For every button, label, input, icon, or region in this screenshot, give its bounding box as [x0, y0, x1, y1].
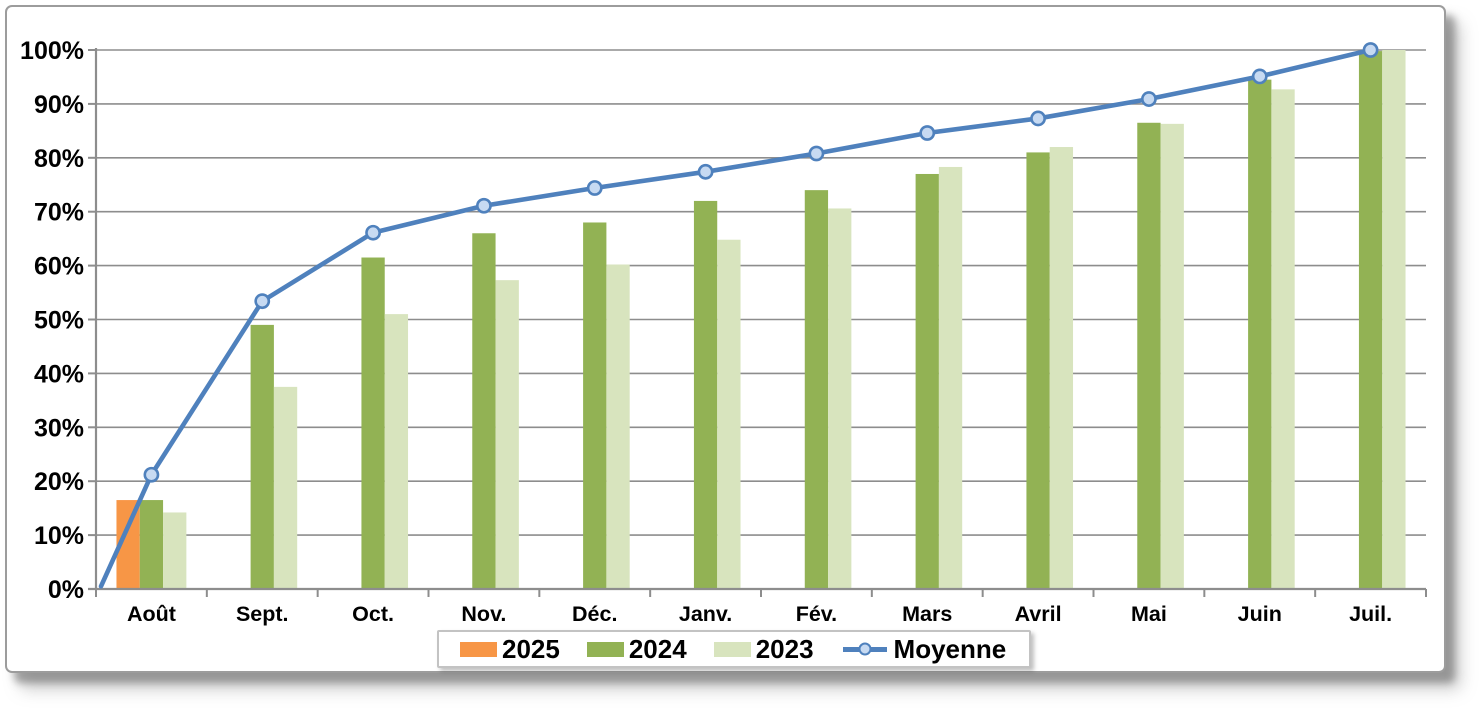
bar-2023-Mai: [1160, 123, 1184, 589]
x-axis-label: Mars: [902, 602, 952, 626]
bar-2023-Mars: [938, 166, 963, 589]
y-axis-label: 60%: [34, 253, 84, 281]
bar-2024-Fév.: [804, 190, 829, 589]
legend-item-2023: 2023: [713, 634, 814, 664]
bar-2024-Sept.: [250, 324, 274, 589]
moyenne-marker-Mars: [919, 125, 936, 141]
legend-swatch-2024: [586, 641, 624, 657]
x-axis-label: Août: [127, 602, 176, 626]
bar-2024-Juin: [1248, 79, 1272, 590]
x-axis-label: Juin: [1238, 602, 1282, 626]
moyenne-marker-Fév.: [808, 145, 825, 162]
legend-label-2023: 2023: [755, 634, 814, 664]
y-axis-label: 10%: [34, 522, 84, 550]
moyenne-marker-Nov.: [476, 197, 492, 214]
bar-2024-Avril: [1026, 152, 1050, 589]
y-axis-label: 50%: [34, 307, 84, 335]
bar-2024-Nov.: [472, 233, 496, 589]
bar-2023-Sept.: [273, 386, 298, 589]
bar-2023-Avril: [1049, 147, 1074, 589]
bar-2023-Juin: [1271, 89, 1295, 590]
moyenne-marker-Janv.: [697, 163, 714, 180]
bar-2023-Août: [163, 512, 187, 589]
x-axis-label: Déc.: [572, 602, 617, 626]
bar-2023-Oct.: [384, 314, 409, 589]
x-axis-label: Fév.: [796, 602, 837, 626]
y-axis-label: 40%: [34, 360, 84, 388]
y-axis-label: 90%: [34, 91, 84, 119]
bar-2024-Oct.: [361, 257, 385, 589]
legend: 2025 2024 2023 Moyenne: [437, 630, 1031, 668]
bar-2024-Janv.: [693, 200, 718, 590]
x-axis-label: Nov.: [461, 602, 506, 626]
x-axis-label: Mai: [1131, 602, 1167, 626]
bar-2023-Déc.: [606, 264, 630, 589]
x-axis-label: Juil.: [1349, 602, 1392, 626]
moyenne-marker-Août: [143, 466, 160, 483]
bar-2024-Mars: [915, 173, 939, 589]
bar-2024-Août: [139, 500, 164, 589]
bar-2024-Mai: [1137, 122, 1161, 589]
moyenne-marker-Sept.: [254, 293, 271, 310]
moyenne-marker-Juil.: [1362, 42, 1379, 58]
x-axis-label: Janv.: [679, 602, 732, 626]
legend-swatch-2023: [713, 641, 751, 657]
moyenne-marker-Juin: [1251, 68, 1268, 85]
bar-2023-Janv.: [717, 239, 741, 589]
legend-item-moyenne: Moyenne: [841, 634, 1007, 664]
legend-label-moyenne: Moyenne: [893, 634, 1007, 664]
moyenne-marker-Déc.: [586, 180, 603, 196]
moyenne-marker-Mai: [1141, 91, 1157, 107]
bar-2023-Fév.: [828, 208, 852, 589]
moyenne-marker-Oct.: [365, 224, 381, 241]
bar-2023-Nov.: [495, 280, 519, 589]
y-axis-label: 0%: [48, 576, 84, 604]
legend-swatch-2025: [460, 641, 497, 657]
x-axis-label: Sept.: [236, 602, 289, 626]
legend-label-2024: 2024: [628, 634, 687, 664]
x-axis-label: Avril: [1015, 602, 1062, 626]
bar-2025-Août: [116, 500, 140, 589]
y-axis-label: 30%: [34, 414, 84, 442]
legend-item-2025: 2025: [460, 636, 560, 662]
bar-2024-Juil.: [1358, 51, 1383, 589]
bar-2024-Déc.: [583, 222, 607, 590]
y-axis-label: 100%: [20, 37, 84, 65]
legend-line-marker-icon: [842, 642, 887, 656]
x-axis-label: Oct.: [352, 602, 394, 626]
bar-2023-Juil.: [1382, 50, 1406, 589]
legend-label-2025: 2025: [502, 634, 560, 664]
moyenne-marker-Avril: [1030, 110, 1046, 127]
y-axis-label: 20%: [34, 468, 84, 496]
legend-item-2024: 2024: [586, 634, 687, 664]
y-axis-label: 80%: [34, 145, 84, 173]
y-axis-label: 70%: [34, 199, 84, 227]
